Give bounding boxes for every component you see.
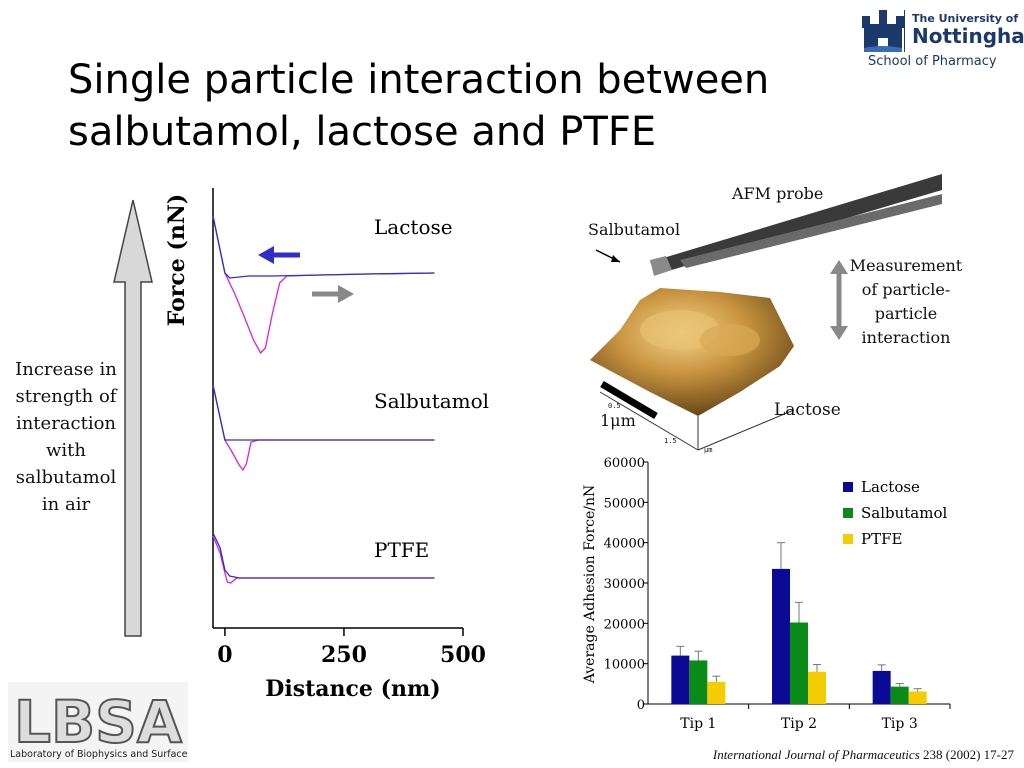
side-line: salbutamol (15, 467, 117, 488)
bar (671, 655, 690, 704)
approach-curve (212, 384, 435, 441)
side-line: strength of (15, 386, 117, 407)
y-tick-label: 0 (637, 698, 645, 713)
legend-swatch (843, 482, 853, 492)
afm-probe-label: AFM probe (732, 184, 824, 203)
legend-swatch (843, 534, 853, 544)
curve-label: Lactose (374, 215, 453, 239)
x-tick-label: Tip 2 (781, 716, 817, 732)
retract-arrow-icon (312, 285, 354, 303)
bar (772, 568, 790, 704)
y-tick-label: 40000 (604, 537, 645, 552)
x-tick-label: 0 (217, 642, 232, 668)
measurement-line: particle (874, 304, 938, 323)
cantilever-shape (650, 174, 942, 274)
bar (890, 686, 909, 704)
afm-tick: 1.5 (664, 437, 677, 445)
legend-label: PTFE (861, 530, 902, 548)
x-axis-label: Distance (nm) (265, 676, 440, 702)
citation: International Journal of Pharmaceutics 2… (713, 747, 1014, 763)
lactose-surface-label: Lactose (774, 400, 841, 420)
measurement-line: Measurement (849, 256, 963, 275)
lactose-surface-shape (590, 288, 794, 416)
title-line-1: Single particle interaction between (68, 57, 770, 103)
salbutamol-particle-shape (650, 256, 672, 276)
approach-curve (212, 215, 435, 279)
x-tick-label: 500 (440, 642, 486, 668)
legend-swatch (843, 508, 853, 518)
increase-arrow-icon (113, 199, 153, 637)
scale-bar (600, 380, 658, 420)
bar (790, 622, 808, 704)
citation-journal: International Journal of Pharmaceutics (712, 747, 920, 762)
y-tick-label: 30000 (604, 577, 645, 592)
side-line: Increase in (15, 359, 117, 380)
approach-curve (212, 532, 435, 579)
measurement-line: interaction (861, 328, 951, 347)
y-axis-label: Average Adhesion Force/nN (582, 485, 598, 685)
title-line-2: salbutamol, lactose and PTFE (68, 109, 657, 155)
logo-divider (904, 10, 905, 52)
bar (707, 681, 726, 704)
bar (808, 671, 826, 704)
scale-label: 1μm (600, 411, 636, 430)
y-axis-label: Force (nN) (164, 194, 190, 327)
university-prefix: The University of (912, 12, 1019, 25)
university-name: Nottingham (912, 24, 1024, 48)
legend-label: Lactose (861, 478, 920, 496)
afm-illustration (590, 174, 942, 451)
bar (872, 670, 891, 704)
y-tick-label: 10000 (604, 658, 645, 673)
salbutamol-particle-label: Salbutamol (588, 220, 681, 239)
school-name: School of Pharmacy (868, 54, 997, 69)
x-tick-label: 250 (321, 642, 367, 668)
cantilever-shape (680, 194, 942, 268)
increase-text: Increase in strength of interaction with… (6, 356, 126, 518)
y-tick-label: 50000 (604, 496, 645, 511)
y-tick-label: 60000 (604, 456, 645, 471)
approach-arrow-icon (258, 246, 300, 264)
castle-crest-icon (862, 10, 904, 52)
adhesion-bar-chart: 0 10000 20000 30000 40000 50000 60000 Average A… (582, 456, 951, 732)
citation-ref: 238 (2002) 17-27 (919, 747, 1014, 762)
double-arrow-icon (830, 260, 848, 340)
x-tick-label: Tip 1 (680, 716, 716, 732)
afm-tick: 0.5 (608, 402, 621, 410)
slide-title: Single particle interaction between salb… (68, 54, 868, 158)
x-tick-label: Tip 3 (882, 716, 918, 732)
measurement-label: Measurement of particle- particle intera… (846, 254, 966, 350)
y-tick-label: 20000 (604, 617, 645, 632)
bar (689, 660, 708, 704)
curve-label: Salbutamol (374, 389, 489, 413)
lbsa-logo: LBSA Laboratory of Biophysics and Surfac… (8, 682, 188, 762)
side-line: in air (41, 494, 91, 515)
lbsa-mark: LBSA (14, 688, 182, 756)
lbsa-caption: Laboratory of Biophysics and Surface Ana… (10, 749, 188, 760)
bar (908, 691, 927, 704)
side-line: interaction (15, 413, 117, 434)
side-line: with (46, 440, 86, 461)
measurement-line: of particle- (861, 280, 951, 299)
curve-label: PTFE (374, 538, 429, 562)
legend-label: Salbutamol (861, 504, 948, 522)
afm-tick: μm (704, 446, 713, 454)
